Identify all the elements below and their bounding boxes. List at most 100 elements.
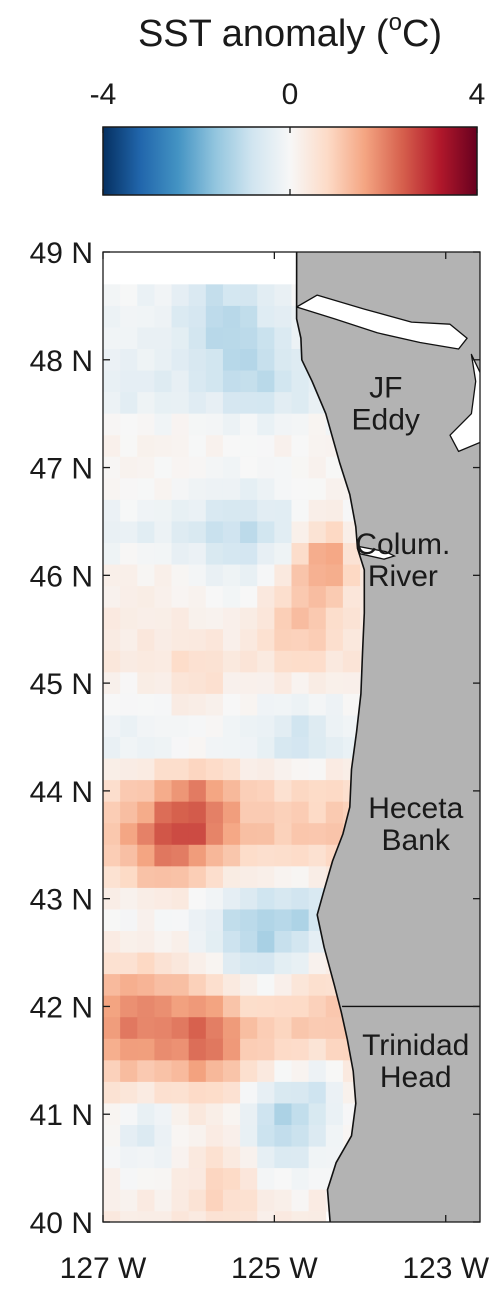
sst-cell bbox=[222, 629, 241, 652]
sst-cell bbox=[120, 499, 138, 522]
colorbar-ticks bbox=[102, 127, 478, 195]
sst-cell bbox=[171, 456, 190, 479]
y-tick-label: 42 N bbox=[30, 991, 93, 1024]
region-label: Head bbox=[380, 1061, 452, 1094]
map-panel: JFEddyColum.RiverHecetaBankTrinidadHead … bbox=[30, 237, 490, 1285]
sst-cell bbox=[240, 1211, 258, 1222]
sst-cell bbox=[240, 1017, 258, 1040]
sst-cell bbox=[103, 435, 121, 458]
sst-cell bbox=[274, 1146, 292, 1169]
sst-cell bbox=[291, 456, 310, 479]
sst-cell bbox=[103, 1211, 121, 1222]
sst-cell bbox=[171, 844, 190, 867]
sst-cell bbox=[222, 1146, 241, 1169]
sst-cell bbox=[325, 564, 344, 587]
sst-cell bbox=[171, 392, 190, 415]
sst-cell bbox=[205, 737, 224, 759]
sst-cell bbox=[257, 758, 275, 781]
sst-cell bbox=[171, 974, 190, 997]
sst-cell bbox=[171, 349, 190, 371]
y-tick-label: 47 N bbox=[30, 453, 93, 486]
puget-sound bbox=[449, 353, 480, 453]
sst-cell bbox=[188, 435, 207, 458]
sst-cell bbox=[103, 543, 121, 565]
sst-cell bbox=[188, 758, 207, 781]
sst-cell bbox=[222, 1168, 241, 1191]
sst-cell bbox=[274, 823, 292, 846]
sst-cell bbox=[308, 543, 327, 565]
sst-cell bbox=[205, 564, 224, 587]
sst-cell bbox=[103, 823, 121, 846]
sst-cell bbox=[120, 866, 138, 889]
sst-cell bbox=[205, 327, 224, 350]
sst-cell bbox=[274, 801, 292, 824]
sst-cell bbox=[257, 672, 275, 695]
sst-cell bbox=[240, 413, 258, 436]
sst-cell bbox=[291, 1168, 310, 1191]
sst-cell bbox=[274, 456, 292, 479]
sst-cell bbox=[120, 349, 138, 371]
sst-cell bbox=[205, 801, 224, 824]
sst-cell bbox=[240, 650, 258, 673]
sst-cell bbox=[222, 284, 241, 307]
sst-cell bbox=[103, 478, 121, 501]
sst-cell bbox=[274, 435, 292, 458]
sst-cell bbox=[171, 521, 190, 544]
sst-cell bbox=[240, 607, 258, 630]
sst-cell bbox=[103, 499, 121, 522]
sst-cell bbox=[188, 521, 207, 544]
sst-cell bbox=[222, 844, 241, 867]
sst-cell bbox=[188, 1017, 207, 1040]
sst-cell bbox=[137, 284, 155, 307]
sst-cell bbox=[103, 650, 121, 673]
sst-cell bbox=[205, 995, 224, 1018]
sst-cell bbox=[308, 1168, 327, 1191]
sst-cell bbox=[222, 370, 241, 393]
sst-cell bbox=[240, 392, 258, 415]
sst-cell bbox=[274, 995, 292, 1018]
sst-cell bbox=[240, 284, 258, 307]
sst-cell bbox=[154, 1081, 172, 1104]
sst-cell bbox=[120, 607, 138, 630]
sst-cell bbox=[222, 305, 241, 328]
map-frame bbox=[102, 251, 481, 1223]
sst-cell bbox=[240, 564, 258, 587]
sst-cell bbox=[137, 758, 155, 781]
sst-cell bbox=[274, 413, 292, 436]
sst-cell bbox=[154, 305, 172, 328]
sst-cell bbox=[291, 435, 310, 458]
sst-cell bbox=[154, 1189, 172, 1212]
sst-cell bbox=[291, 1081, 310, 1104]
sst-cell bbox=[154, 737, 172, 759]
sst-cell bbox=[240, 758, 258, 781]
sst-cell bbox=[137, 672, 155, 695]
sst-cell bbox=[308, 780, 327, 803]
sst-cell bbox=[171, 607, 190, 630]
sst-cell bbox=[274, 887, 292, 910]
sst-cell bbox=[120, 737, 138, 759]
sst-cell bbox=[103, 1168, 121, 1191]
sst-cell bbox=[154, 564, 172, 587]
sst-cell bbox=[240, 327, 258, 350]
sst-cell bbox=[205, 715, 224, 738]
sst-cell bbox=[188, 478, 207, 501]
sst-cell bbox=[308, 1189, 327, 1212]
sst-cell bbox=[154, 758, 172, 781]
sst-cell bbox=[274, 349, 292, 371]
sst-cell bbox=[291, 823, 310, 846]
sst-cell bbox=[171, 629, 190, 652]
sst-cell bbox=[205, 435, 224, 458]
sst-cell bbox=[171, 1168, 190, 1191]
sst-cell bbox=[137, 801, 155, 824]
sst-cell bbox=[171, 1125, 190, 1147]
sst-cell bbox=[120, 780, 138, 803]
sst-cell bbox=[274, 693, 292, 716]
sst-cell bbox=[171, 1103, 190, 1126]
sst-cell bbox=[257, 844, 275, 867]
sst-cell bbox=[154, 392, 172, 415]
sst-cell bbox=[291, 801, 310, 824]
sst-cell bbox=[257, 305, 275, 328]
sst-cell bbox=[308, 823, 327, 846]
sst-cell bbox=[171, 1211, 190, 1222]
sst-cell bbox=[154, 456, 172, 479]
